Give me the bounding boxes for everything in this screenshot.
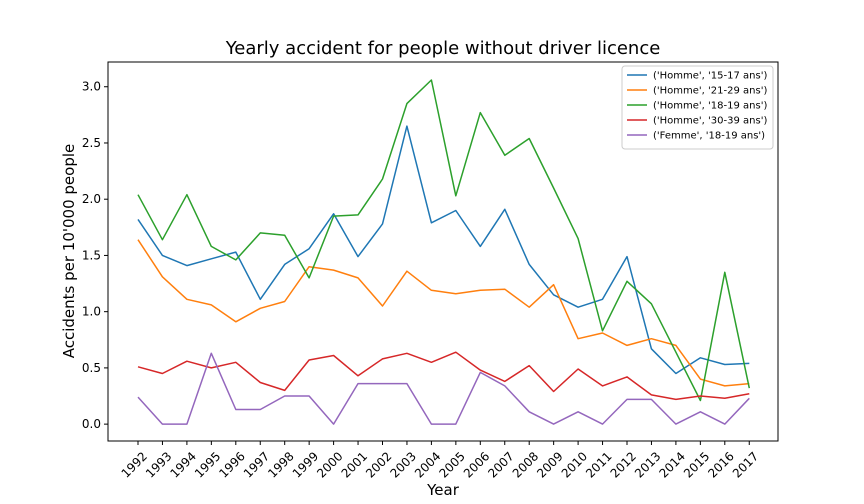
y-axis: 0.0 0.5 1.0 1.5 2.0 2.5 3.0 bbox=[82, 80, 108, 431]
legend-label-0: ('Homme', '15-17 ans') bbox=[653, 71, 767, 82]
series-line-1 bbox=[137, 239, 750, 387]
y-tick-label: 0.0 bbox=[82, 417, 101, 431]
series-line-3 bbox=[137, 351, 750, 401]
y-tick-label: 3.0 bbox=[82, 80, 101, 94]
series-line-0 bbox=[137, 125, 750, 375]
y-tick-label: 0.5 bbox=[82, 361, 101, 375]
y-axis-label: Accidents per 10'000 people bbox=[60, 144, 78, 359]
y-tick-label: 2.0 bbox=[82, 192, 101, 206]
series-line-4 bbox=[137, 352, 750, 425]
legend-label-1: ('Homme', '21-29 ans') bbox=[653, 86, 767, 97]
legend-box bbox=[621, 65, 774, 150]
legend-label-2: ('Homme', '18-19 ans') bbox=[653, 101, 767, 112]
legend: ('Homme', '15-17 ans') ('Homme', '21-29 a… bbox=[621, 65, 774, 150]
legend-label-4: ('Femme', '18-19 ans') bbox=[653, 131, 765, 142]
legend-label-3: ('Homme', '30-39 ans') bbox=[653, 116, 767, 127]
x-axis-label: Year bbox=[426, 481, 460, 499]
series-layer bbox=[137, 79, 751, 425]
y-tick-label: 1.5 bbox=[82, 248, 101, 262]
plot-frame bbox=[107, 61, 779, 442]
chart-title: Yearly accident for people without drive… bbox=[225, 38, 661, 59]
y-tick-label: 2.5 bbox=[82, 136, 101, 150]
y-tick-label: 1.0 bbox=[82, 305, 101, 319]
series-line-2 bbox=[137, 79, 751, 402]
